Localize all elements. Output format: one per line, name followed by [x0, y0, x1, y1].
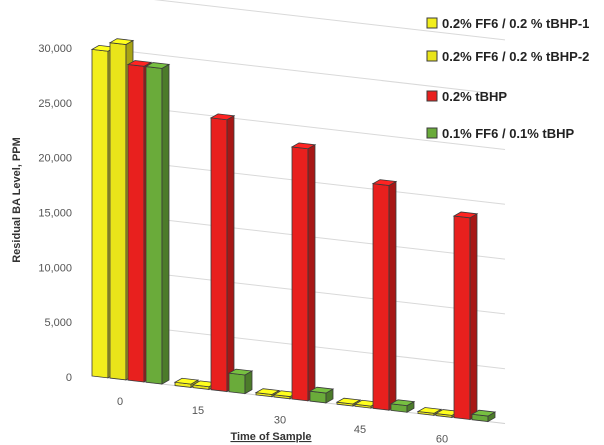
y-tick-label: 5,000: [44, 317, 72, 329]
bars: [90, 38, 497, 423]
y-tick-label: 15,000: [38, 208, 72, 220]
legend: 0.2% FF6 / 0.2 % tBHP-1 0.2% FF6 / 0.2 % …: [426, 16, 589, 141]
x-axis-ticks: 0 15 30 45 60: [117, 396, 448, 445]
y-axis-ticks: 05,00010,00015,00020,00025,00030,00035,0…: [38, 0, 72, 384]
legend-item: 0.2% tBHP: [426, 89, 507, 104]
y-tick-label: 30,000: [38, 43, 72, 55]
bar: [290, 142, 317, 402]
y-tick-label: 10,000: [38, 262, 72, 274]
legend-label: 0.2% FF6 / 0.2 % tBHP-2: [442, 49, 589, 64]
y-axis-title: Residual BA Level, PPM: [11, 137, 23, 263]
gridline: [153, 0, 506, 41]
x-axis-title: Time of Sample: [230, 431, 311, 443]
legend-label: 0.2% FF6 / 0.2 % tBHP-1: [442, 16, 589, 31]
y-tick-label: 20,000: [38, 153, 72, 165]
bar: [371, 179, 398, 411]
legend-item: 0.1% FF6 / 0.1% tBHP: [426, 126, 575, 141]
gridline: [99, 47, 506, 96]
bar: [209, 113, 236, 393]
bar: [227, 368, 254, 395]
legend-item: 0.2% FF6 / 0.2 % tBHP-1: [426, 16, 589, 31]
legend-label: 0.1% FF6 / 0.1% tBHP: [442, 126, 575, 141]
legend-label: 0.2% tBHP: [442, 89, 507, 104]
bar: [144, 62, 171, 385]
x-tick-label: 60: [436, 433, 448, 445]
legend-item: 0.2% FF6 / 0.2 % tBHP-2: [426, 49, 589, 64]
y-tick-label: 0: [66, 372, 72, 384]
bar: [308, 386, 335, 404]
x-tick-label: 45: [354, 424, 366, 436]
bar: [452, 211, 479, 421]
bar: [173, 377, 200, 389]
legend-swatch: [426, 17, 438, 29]
bar: [389, 399, 416, 413]
y-tick-label: 25,000: [38, 98, 72, 110]
bar: [470, 409, 497, 423]
x-tick-label: 15: [192, 405, 204, 417]
legend-swatch: [426, 127, 438, 139]
x-tick-label: 0: [117, 396, 123, 408]
x-tick-label: 30: [274, 415, 286, 427]
legend-swatch: [426, 90, 438, 102]
legend-swatch: [426, 50, 438, 62]
